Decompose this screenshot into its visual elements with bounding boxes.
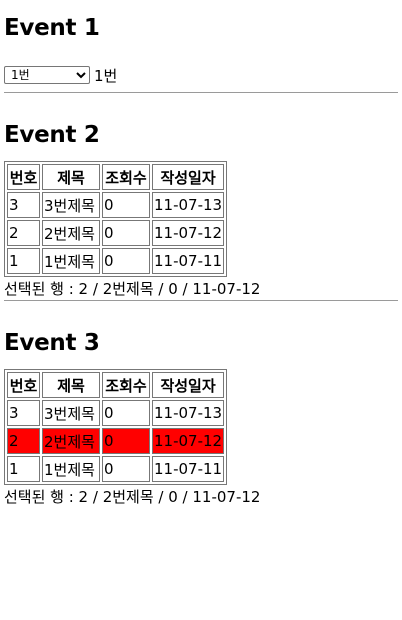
cell-number[interactable]: 1 [7,456,40,482]
table-row[interactable]: 3 3번제목 0 11-07-13 [7,192,225,218]
table-header-row: 번호 제목 조회수 작성일자 [7,372,225,398]
cell-views[interactable]: 0 [102,220,150,246]
column-header-title: 제목 [42,164,100,190]
cell-title[interactable]: 2번제목 [42,428,100,454]
column-header-date: 작성일자 [152,164,225,190]
table-row[interactable]: 1 1번제목 0 11-07-11 [7,248,225,274]
column-header-number: 번호 [7,372,40,398]
cell-title[interactable]: 2번제목 [42,220,100,246]
event2-table: 번호 제목 조회수 작성일자 3 3번제목 0 11-07-13 2 2번제목 … [4,161,228,277]
cell-views[interactable]: 0 [102,400,150,426]
cell-date[interactable]: 11-07-12 [152,220,225,246]
table-row[interactable]: 2 2번제목 0 11-07-12 [7,220,225,246]
page: Event 1 1번 2번 3번 1번 Event 2 번호 제목 조회수 작성… [4,15,398,506]
cell-title[interactable]: 3번제목 [42,192,100,218]
event1-selected-text: 1번 [94,66,118,85]
cell-date[interactable]: 11-07-12 [152,428,225,454]
cell-views[interactable]: 0 [102,456,150,482]
cell-views[interactable]: 0 [102,428,150,454]
event1-row: 1번 2번 3번 1번 [4,65,398,85]
cell-number[interactable]: 1 [7,248,40,274]
cell-title[interactable]: 3번제목 [42,400,100,426]
cell-number[interactable]: 2 [7,428,40,454]
divider [4,300,398,301]
event2-heading: Event 2 [4,122,100,148]
cell-views[interactable]: 0 [102,248,150,274]
cell-number[interactable]: 2 [7,220,40,246]
column-header-date: 작성일자 [152,372,225,398]
cell-number[interactable]: 3 [7,192,40,218]
cell-title[interactable]: 1번제목 [42,248,100,274]
cell-views[interactable]: 0 [102,192,150,218]
table-header-row: 번호 제목 조회수 작성일자 [7,164,225,190]
event2-status: 선택된 행 : 2 / 2번제목 / 0 / 11-07-12 [4,280,261,298]
column-header-views: 조회수 [102,164,150,190]
cell-date[interactable]: 11-07-13 [152,400,225,426]
table-row-selected[interactable]: 2 2번제목 0 11-07-12 [7,428,225,454]
event3-table: 번호 제목 조회수 작성일자 3 3번제목 0 11-07-13 2 2번제목 … [4,369,228,485]
table-row[interactable]: 3 3번제목 0 11-07-13 [7,400,225,426]
cell-date[interactable]: 11-07-11 [152,248,225,274]
event3-status: 선택된 행 : 2 / 2번제목 / 0 / 11-07-12 [4,488,261,506]
event1-heading: Event 1 [4,15,100,41]
event1-select[interactable]: 1번 2번 3번 [4,66,90,84]
column-header-views: 조회수 [102,372,150,398]
table-row[interactable]: 1 1번제목 0 11-07-11 [7,456,225,482]
column-header-number: 번호 [7,164,40,190]
cell-title[interactable]: 1번제목 [42,456,100,482]
cell-date[interactable]: 11-07-13 [152,192,225,218]
column-header-title: 제목 [42,372,100,398]
divider [4,92,398,93]
cell-date[interactable]: 11-07-11 [152,456,225,482]
event3-heading: Event 3 [4,330,100,356]
cell-number[interactable]: 3 [7,400,40,426]
